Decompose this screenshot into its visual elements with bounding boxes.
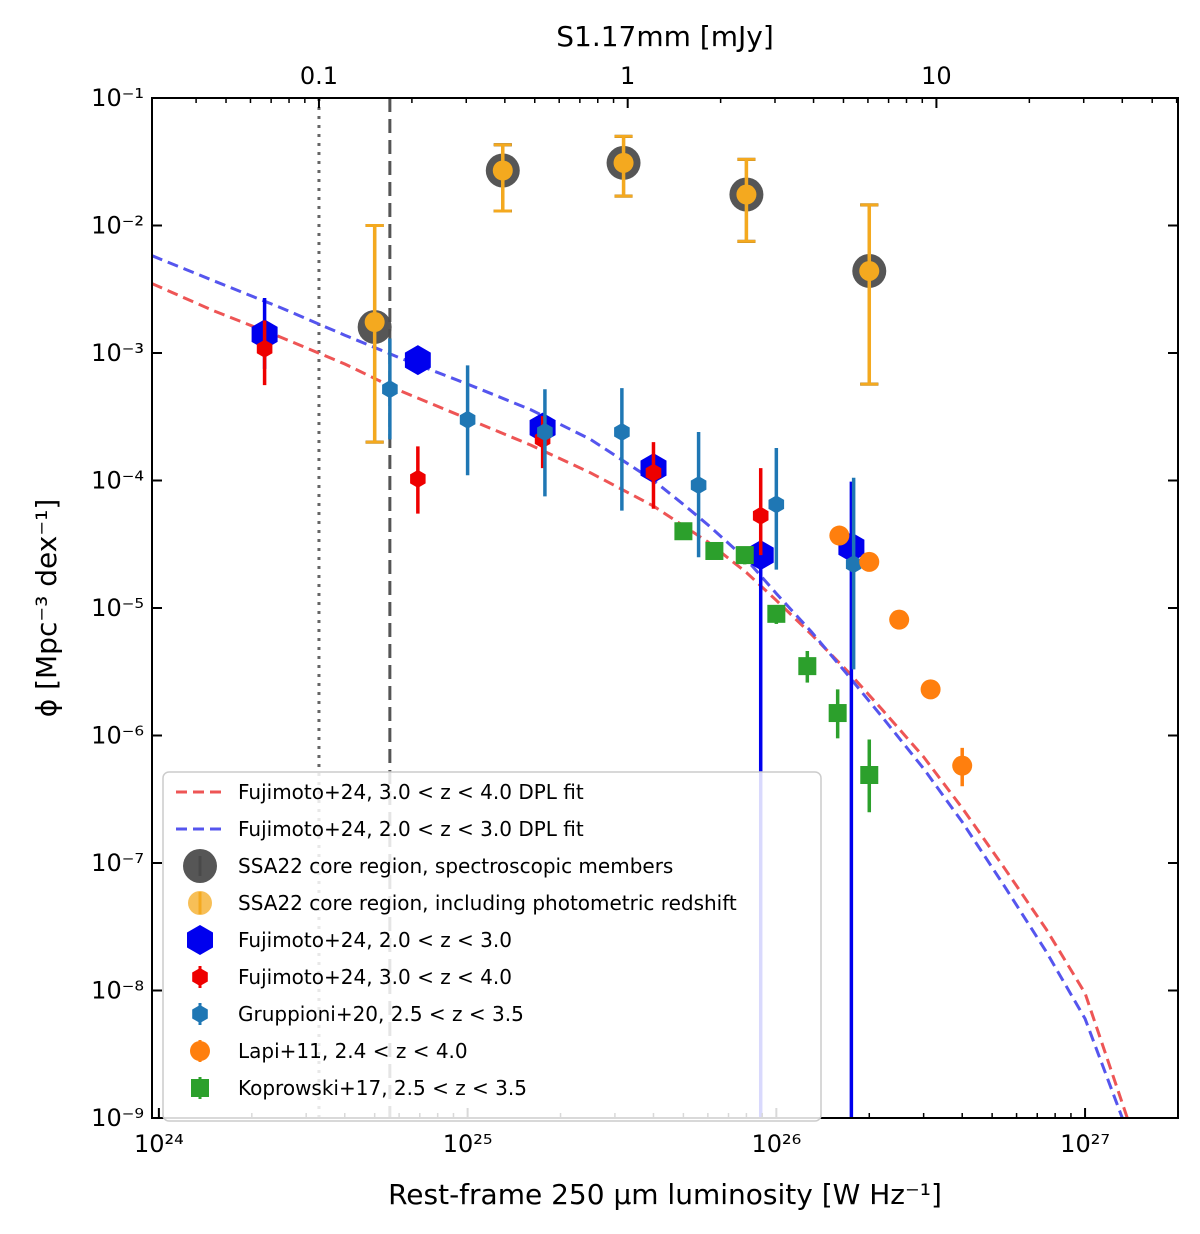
top-tick-label: 10	[921, 62, 952, 90]
legend-box	[162, 771, 822, 1122]
data-point	[410, 469, 426, 488]
y-tick-label: 10⁻³	[91, 339, 144, 367]
y-tick-label: 10⁻⁶	[91, 722, 144, 750]
data-point	[889, 609, 910, 630]
legend-marker-swatch	[183, 849, 217, 883]
legend-label: Fujimoto+24, 3.0 < z < 4.0	[238, 965, 512, 989]
top-axis-title: S1.17mm [mJy]	[556, 20, 774, 53]
data-point	[364, 312, 385, 333]
y-tick-label: 10⁻⁷	[91, 849, 144, 877]
data-point	[859, 260, 880, 281]
x-tick-label: 10²⁴	[134, 1130, 184, 1158]
data-point	[613, 152, 634, 173]
dpl-fit-curves	[152, 254, 1129, 1118]
series-lapi-11-2-4-z-4-0	[829, 525, 973, 787]
curve-fujimoto-24-2-0-z-3-0-dpl-fit	[152, 254, 1124, 1118]
y-tick-label: 10⁻⁸	[91, 977, 144, 1005]
x-axis-title: Rest-frame 250 μm luminosity [W Hz⁻¹]	[388, 1178, 942, 1211]
data-point	[752, 506, 769, 525]
top-tick-label: 1	[620, 62, 635, 90]
legend-label: Gruppioni+20, 2.5 < z < 3.5	[238, 1002, 524, 1026]
series-ssa22-core-region-including-photometric-redshift	[364, 134, 880, 444]
data-point	[690, 476, 707, 495]
data-point	[829, 525, 850, 546]
legend-label: Fujimoto+24, 2.0 < z < 3.0 DPL fit	[238, 817, 584, 841]
x-tick-label: 10²⁷	[1060, 1130, 1110, 1158]
data-point	[459, 410, 476, 429]
legend-label: Fujimoto+24, 2.0 < z < 3.0	[238, 928, 512, 952]
data-point	[920, 679, 941, 700]
data-point	[845, 555, 862, 574]
series-koprowski-17-2-5-z-3-5	[674, 522, 879, 813]
data-point	[736, 184, 757, 205]
data-point	[747, 540, 774, 571]
data-point	[537, 423, 553, 441]
data-point	[705, 541, 724, 560]
y-tick-label: 10⁻¹	[91, 84, 144, 112]
legend-marker-swatch	[187, 925, 213, 955]
y-axis-title: ϕ [Mpc⁻³ dex⁻¹]	[30, 499, 63, 718]
data-point	[828, 704, 847, 723]
data-point	[860, 766, 879, 784]
data-point	[674, 522, 693, 541]
legend-label: SSA22 core region, including photometric…	[238, 891, 737, 915]
y-tick-label: 10⁻⁵	[91, 594, 144, 622]
data-point	[798, 657, 817, 676]
legend: Fujimoto+24, 3.0 < z < 4.0 DPL fit Fujimo…	[162, 771, 822, 1122]
y-tick-label: 10⁻⁴	[91, 467, 144, 495]
curve-fujimoto-24-3-0-z-4-0-dpl-fit	[152, 282, 1129, 1118]
legend-label: Lapi+11, 2.4 < z < 4.0	[238, 1039, 468, 1063]
data-point	[614, 423, 630, 441]
legend-label: SSA22 core region, spectroscopic members	[238, 854, 673, 878]
x-tick-label: 10²⁵	[443, 1130, 493, 1158]
data-point	[767, 604, 786, 623]
y-tick-label: 10⁻²	[91, 212, 144, 240]
data-point	[382, 380, 398, 399]
axis-ticks: 10²⁴ 10²⁵ 10²⁶ 10²⁷ 10⁻⁹ 10⁻⁸ 10⁻⁷ 10⁻⁶ 10⁻⁵ 10⁻⁴…	[91, 62, 1179, 1158]
data-point	[492, 160, 513, 181]
data-point	[645, 463, 662, 482]
top-tick-label: 0.1	[300, 62, 338, 90]
data-point	[859, 551, 880, 572]
data-point	[735, 546, 754, 565]
data-point	[768, 495, 785, 514]
data-point	[256, 339, 273, 358]
legend-label: Fujimoto+24, 3.0 < z < 4.0 DPL fit	[238, 780, 584, 804]
data-point	[952, 755, 973, 776]
y-tick-label: 10⁻⁹	[91, 1104, 144, 1132]
legend-label: Koprowski+17, 2.5 < z < 3.5	[238, 1076, 527, 1100]
x-tick-label: 10²⁶	[751, 1130, 801, 1158]
series-gruppioni-20-2-5-z-3-5	[382, 338, 862, 670]
data-point	[404, 345, 431, 376]
